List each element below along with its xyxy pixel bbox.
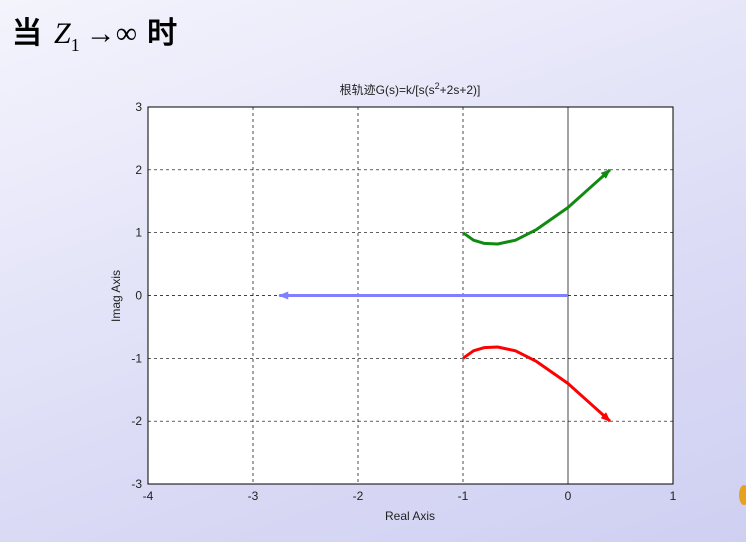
x-tick-label: -4 — [143, 489, 154, 503]
y-tick-label: -2 — [131, 414, 142, 428]
symbol: Z — [54, 17, 71, 50]
y-tick-label: 0 — [135, 289, 142, 303]
y-tick-label: 1 — [135, 226, 142, 240]
y-tick-label: -3 — [131, 477, 142, 491]
title-part: 根轨迹G(s)=k/[s(s — [340, 83, 435, 97]
y-tick-label: 2 — [135, 163, 142, 177]
x-tick-label: -3 — [248, 489, 259, 503]
locus-line — [462, 168, 612, 246]
plot-border — [147, 106, 674, 485]
subscript: 1 — [70, 35, 80, 55]
title-superscript: 2 — [435, 81, 440, 91]
y-tick-label: 3 — [135, 100, 142, 114]
x-tick-label: 0 — [565, 489, 572, 503]
x-tick-label: 1 — [670, 489, 677, 503]
x-tick-label: -2 — [353, 489, 364, 503]
heading-text: 时 — [147, 17, 178, 50]
chart-title: 根轨迹G(s)=k/[s(s2+2s+2)] — [340, 81, 481, 97]
x-tick-label: -1 — [458, 489, 469, 503]
x-axis-label: Real Axis — [385, 509, 435, 523]
relation: →∞ — [85, 17, 138, 50]
title-part: +2s+2)] — [440, 83, 481, 97]
y-tick-label: -1 — [131, 351, 142, 365]
heading: 当 Z1 →∞ 时 — [12, 8, 177, 56]
locus-line — [462, 345, 612, 423]
y-axis-label: Imag Axis — [109, 270, 123, 322]
heading-text: 当 — [12, 17, 42, 50]
decoration — [739, 485, 746, 505]
